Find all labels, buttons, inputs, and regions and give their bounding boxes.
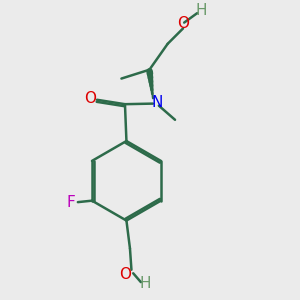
Text: O: O (177, 16, 189, 31)
Text: N: N (152, 94, 163, 110)
Text: H: H (139, 276, 151, 291)
Text: O: O (85, 91, 97, 106)
Text: F: F (66, 195, 75, 210)
Text: O: O (119, 267, 131, 282)
Text: H: H (196, 3, 207, 18)
